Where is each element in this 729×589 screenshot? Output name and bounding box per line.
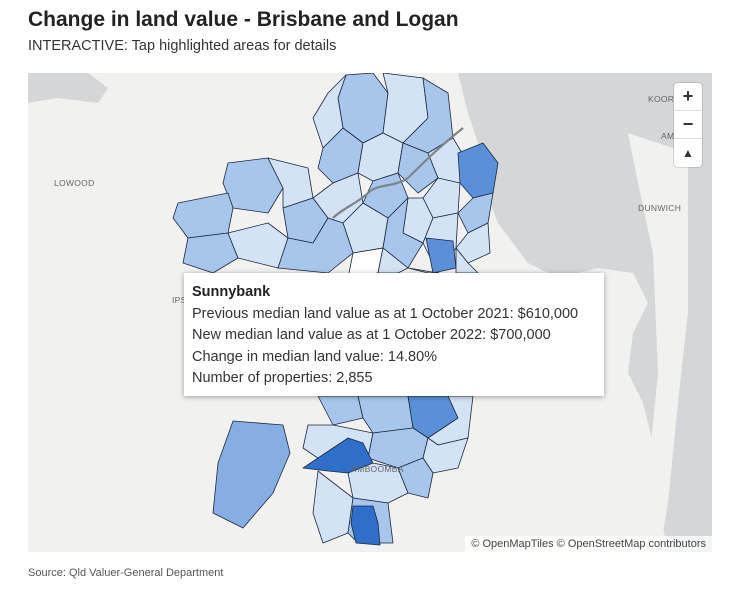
page-subtitle: INTERACTIVE: Tap highlighted areas for d… [28, 38, 337, 54]
source-note: Source: Qld Valuer-General Department [28, 567, 224, 579]
tooltip-change: Change in median land value: 14.80% [192, 348, 438, 365]
tooltip-suburb-name: Sunnybank [192, 284, 271, 300]
suburb-area[interactable] [172, 192, 234, 239]
suburb-area[interactable] [277, 217, 354, 274]
suburb-area[interactable] [212, 420, 291, 529]
suburb-area[interactable] [317, 395, 364, 426]
place-label-ipswich: IPS [172, 295, 187, 305]
suburb-area[interactable] [357, 395, 414, 434]
map-attribution[interactable]: © OpenMapTiles © OpenStreetMap contribut… [465, 536, 712, 552]
river-inlet [28, 73, 108, 103]
place-label-lowood: LOWOOD [54, 178, 95, 188]
compass-icon: ▲ [682, 146, 694, 160]
map-canvas[interactable] [28, 73, 712, 552]
reset-north-button[interactable]: ▲ [674, 139, 702, 167]
map-controls: + − ▲ [674, 83, 702, 167]
suburb-tooltip: Sunnybank Previous median land value as … [184, 273, 604, 396]
tooltip-previous-value: Previous median land value as at 1 Octob… [192, 305, 579, 322]
place-label-dunwich: DUNWICH [638, 203, 682, 213]
suburb-area[interactable] [397, 457, 434, 499]
zoom-out-button[interactable]: − [674, 111, 702, 139]
stradbroke-island [628, 133, 688, 552]
place-label-jimboomba: JIMBOOMBA [350, 464, 404, 474]
suburb-area[interactable] [182, 232, 239, 274]
suburb-area[interactable] [425, 237, 457, 274]
page-title: Change in land value - Brisbane and Loga… [28, 8, 459, 31]
zoom-in-button[interactable]: + [674, 83, 702, 111]
bay-island [583, 373, 618, 473]
suburb-area[interactable] [312, 470, 354, 544]
place-label-amity: AM [661, 131, 675, 141]
place-label-kooringal: KOOR [648, 94, 675, 104]
suburb-area[interactable] [455, 222, 491, 264]
tooltip-properties: Number of properties: 2,855 [192, 370, 373, 386]
tooltip-new-value: New median land value as at 1 October 20… [192, 327, 551, 343]
suburb-area[interactable] [227, 222, 289, 269]
suburb-area[interactable] [350, 505, 381, 546]
brisbane-river [332, 127, 464, 219]
